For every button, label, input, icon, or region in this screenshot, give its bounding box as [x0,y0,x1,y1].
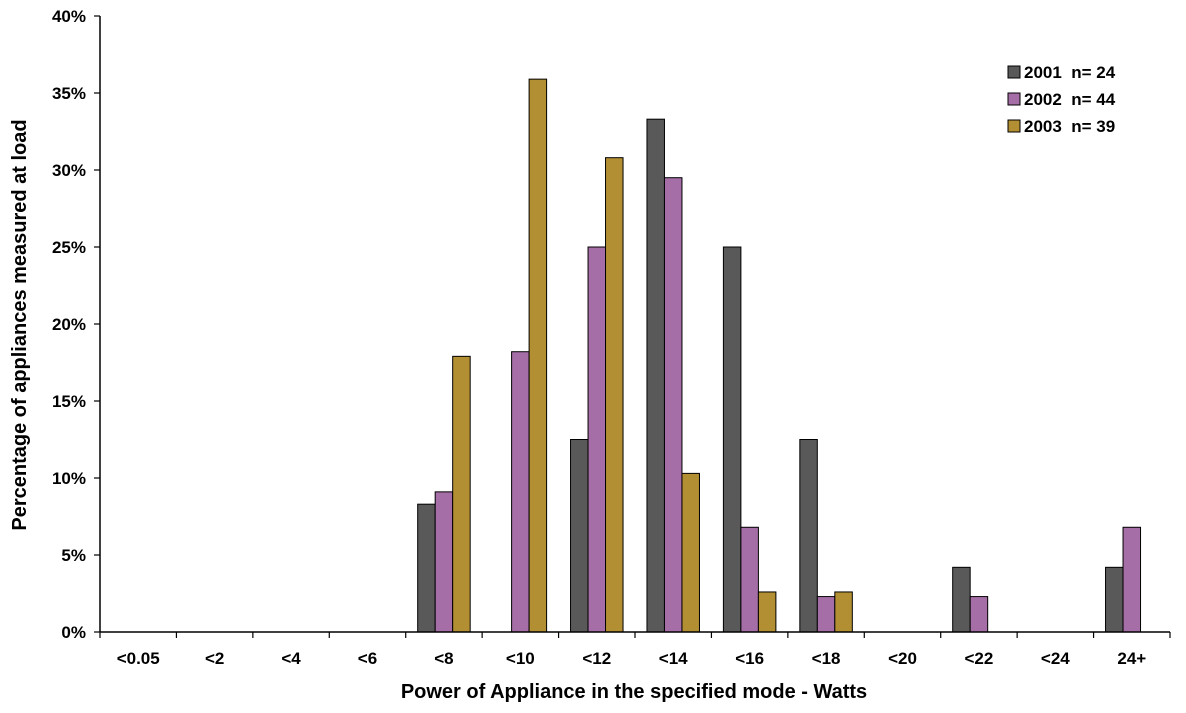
bar-2002-<14 [663,177,683,633]
bar-2002-24+ [1122,526,1142,633]
bar-2003-<18 [834,591,853,633]
bar-2001-<18 [799,439,818,633]
bar-2002-<18 [816,596,836,633]
x-tick-label: <12 [582,649,611,668]
y-tick-label: 20% [52,315,86,334]
y-tick-label: 5% [61,546,86,565]
x-tick-label: <6 [358,649,377,668]
x-tick-label: <4 [281,649,301,668]
bar-2003-<10 [528,78,548,633]
legend-swatch [1007,92,1021,106]
x-tick-label: <20 [888,649,917,668]
bar-2003-<8 [452,355,471,633]
x-tick-label: <14 [659,649,688,668]
x-tick-label: <8 [434,649,453,668]
legend-swatch [1007,119,1021,133]
legend-label: 2003 n= 39 [1024,117,1115,136]
y-tick-label: 0% [61,623,86,642]
legend-swatch [1007,65,1021,79]
y-tick-label: 30% [52,161,86,180]
x-axis-tick-labels: <0.05 <2 <4 <6 <8 <10 <12 <14 <16 <18 <20 <22 <24 24+ [117,649,1147,668]
bar-2002-<12 [587,246,607,633]
bar-2002-<10 [511,351,530,633]
bar-2001-<22 [952,566,971,633]
x-tick-label: <18 [812,649,841,668]
x-tick-label: 24+ [1117,649,1146,668]
x-tick-label: <24 [1041,649,1070,668]
bars [417,78,1142,633]
legend: 2001 n= 24 2002 n= 44 2003 n= 39 [1007,63,1116,136]
bar-2001-<14 [646,118,665,633]
y-tick-label: 35% [52,84,86,103]
bar-2003-<12 [605,157,624,633]
bar-2002-<22 [969,596,989,633]
bar-2003-<14 [681,472,700,633]
x-tick-label: <0.05 [117,649,160,668]
y-tick-label: 15% [52,392,86,411]
x-tick-label: <22 [965,649,994,668]
x-tick-label: <16 [735,649,764,668]
bar-2001-<12 [570,439,589,633]
legend-label: 2002 n= 44 [1024,90,1116,109]
y-tick-label: 25% [52,238,86,257]
y-axis-title: Percentage of appliances measured at loa… [9,119,31,530]
bar-2002-<16 [740,526,759,633]
y-axis-tick-labels: 0% 5% 10% 15% 20% 25% 30% 35% 40% [52,7,86,642]
bar-2001-<16 [722,246,742,633]
x-axis-title: Power of Appliance in the specified mode… [401,681,867,703]
legend-label: 2001 n= 24 [1024,63,1116,82]
bar-2001-24+ [1105,566,1124,633]
axes [94,15,1171,638]
bar-2001-<8 [417,503,436,633]
x-tick-label: <10 [506,649,535,668]
x-tick-label: <2 [205,649,224,668]
y-tick-label: 10% [52,469,86,488]
bar-2003-<16 [757,591,777,633]
y-tick-label: 40% [52,7,86,26]
bar-2002-<8 [434,491,454,633]
